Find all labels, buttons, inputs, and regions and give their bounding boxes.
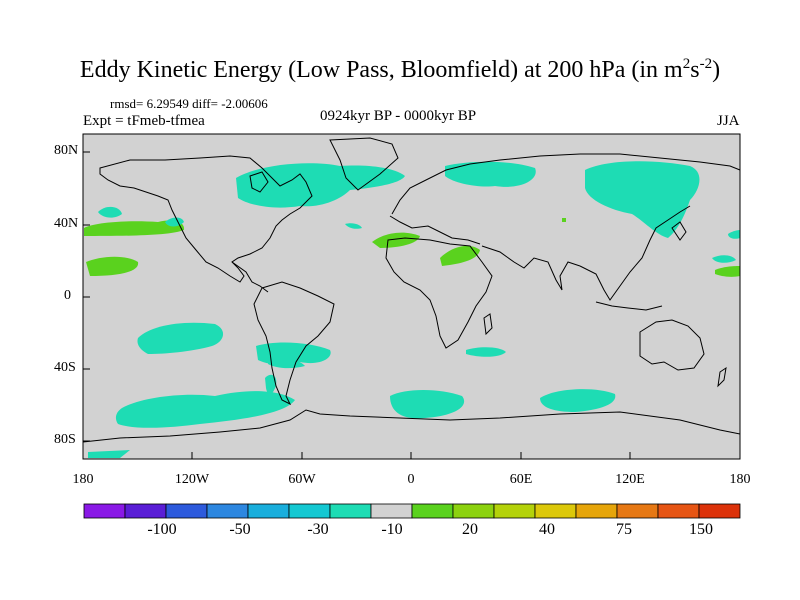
coastline-arabia-india <box>481 245 581 291</box>
colorbar-swatch <box>124 503 167 519</box>
lat-label: 80S <box>54 432 76 447</box>
negative-region <box>728 230 740 239</box>
colorbar-swatch <box>575 503 618 519</box>
coastlines <box>82 137 741 443</box>
negative-region <box>98 206 122 218</box>
lon-label: 0 <box>407 472 415 487</box>
coastline-greenland <box>329 137 399 191</box>
colorbar-label: 75 <box>616 521 632 538</box>
negative-anomaly-regions <box>88 161 740 458</box>
coastline-europe-asia <box>391 153 741 215</box>
colorbar-swatch <box>329 503 372 519</box>
colorbar-swatch <box>452 503 495 519</box>
negative-region <box>265 374 277 395</box>
colorbar-swatch <box>370 503 413 519</box>
negative-region <box>585 161 700 238</box>
coastline-north-america <box>99 155 313 283</box>
lon-label: 60W <box>288 472 316 487</box>
figure-title: Eddy Kinetic Energy (Low Pass, Bloomfiel… <box>79 56 721 83</box>
colorbar-label: -100 <box>147 521 177 538</box>
positive-anomaly-regions <box>84 218 740 277</box>
negative-region <box>115 391 295 428</box>
coastline-hudson-bay <box>249 171 269 193</box>
negative-region <box>236 163 405 208</box>
lon-label: 60E <box>509 472 533 487</box>
coastline-new-zealand <box>717 366 727 388</box>
colorbar-swatch <box>657 503 700 519</box>
coastline-south-america <box>253 281 335 406</box>
axis-ticks <box>83 151 631 459</box>
coastline-madagascar <box>483 313 493 336</box>
lon-label: 120W <box>174 472 210 487</box>
colorbar-swatch <box>288 503 331 519</box>
lat-label: 80N <box>54 143 79 158</box>
lon-label: 180 <box>72 472 94 487</box>
colorbar-swatch <box>247 503 290 519</box>
stats-text: rmsd= 6.29549 diff= -2.00606 <box>110 96 268 111</box>
colorbar-label: -30 <box>307 521 329 538</box>
negative-region <box>345 223 362 229</box>
colorbar-swatch <box>698 503 741 519</box>
coastline-australia <box>639 319 705 371</box>
positive-region <box>562 218 566 222</box>
negative-region <box>88 450 130 458</box>
coastline-indonesia <box>595 301 663 311</box>
positive-region <box>86 256 139 276</box>
positive-region <box>372 232 420 248</box>
season-label: JJA <box>717 113 740 129</box>
colorbar-swatch <box>534 503 577 519</box>
lat-label: 40S <box>54 360 76 375</box>
coastline-japan <box>671 221 687 241</box>
positive-region <box>715 266 740 277</box>
colorbar-label: 150 <box>689 521 713 538</box>
lat-label: 40N <box>54 216 79 231</box>
negative-region <box>390 390 465 419</box>
coastline-africa <box>385 237 493 349</box>
coastline-se-asia <box>579 205 691 301</box>
colorbar-label: -10 <box>381 521 403 538</box>
negative-region <box>268 357 305 369</box>
coastline-europe-south <box>389 215 481 245</box>
colorbar-swatch <box>493 503 536 519</box>
negative-region <box>137 322 224 354</box>
colorbar-swatch <box>616 503 659 519</box>
positive-region <box>84 220 185 236</box>
negative-region <box>445 161 536 187</box>
colorbar-swatch <box>83 503 126 519</box>
expt-label: Expt = tFmeb-tfmea <box>83 113 205 129</box>
lat-label: 0 <box>64 288 71 303</box>
colorbar-swatch <box>411 503 454 519</box>
colorbar-label: 20 <box>462 521 478 538</box>
colorbar-label: 40 <box>539 521 555 538</box>
lon-label: 180 <box>729 472 751 487</box>
lon-label: 120E <box>615 472 645 487</box>
positive-region <box>440 245 480 266</box>
negative-region <box>712 255 736 263</box>
period-label: 0924kyr BP - 0000kyr BP <box>320 108 477 124</box>
negative-region <box>540 389 616 412</box>
colorbar-swatch <box>165 503 208 519</box>
colorbar-label: -50 <box>229 521 251 538</box>
colorbar-swatch <box>206 503 249 519</box>
negative-region <box>466 347 506 357</box>
coastline-antarctica <box>82 409 741 443</box>
